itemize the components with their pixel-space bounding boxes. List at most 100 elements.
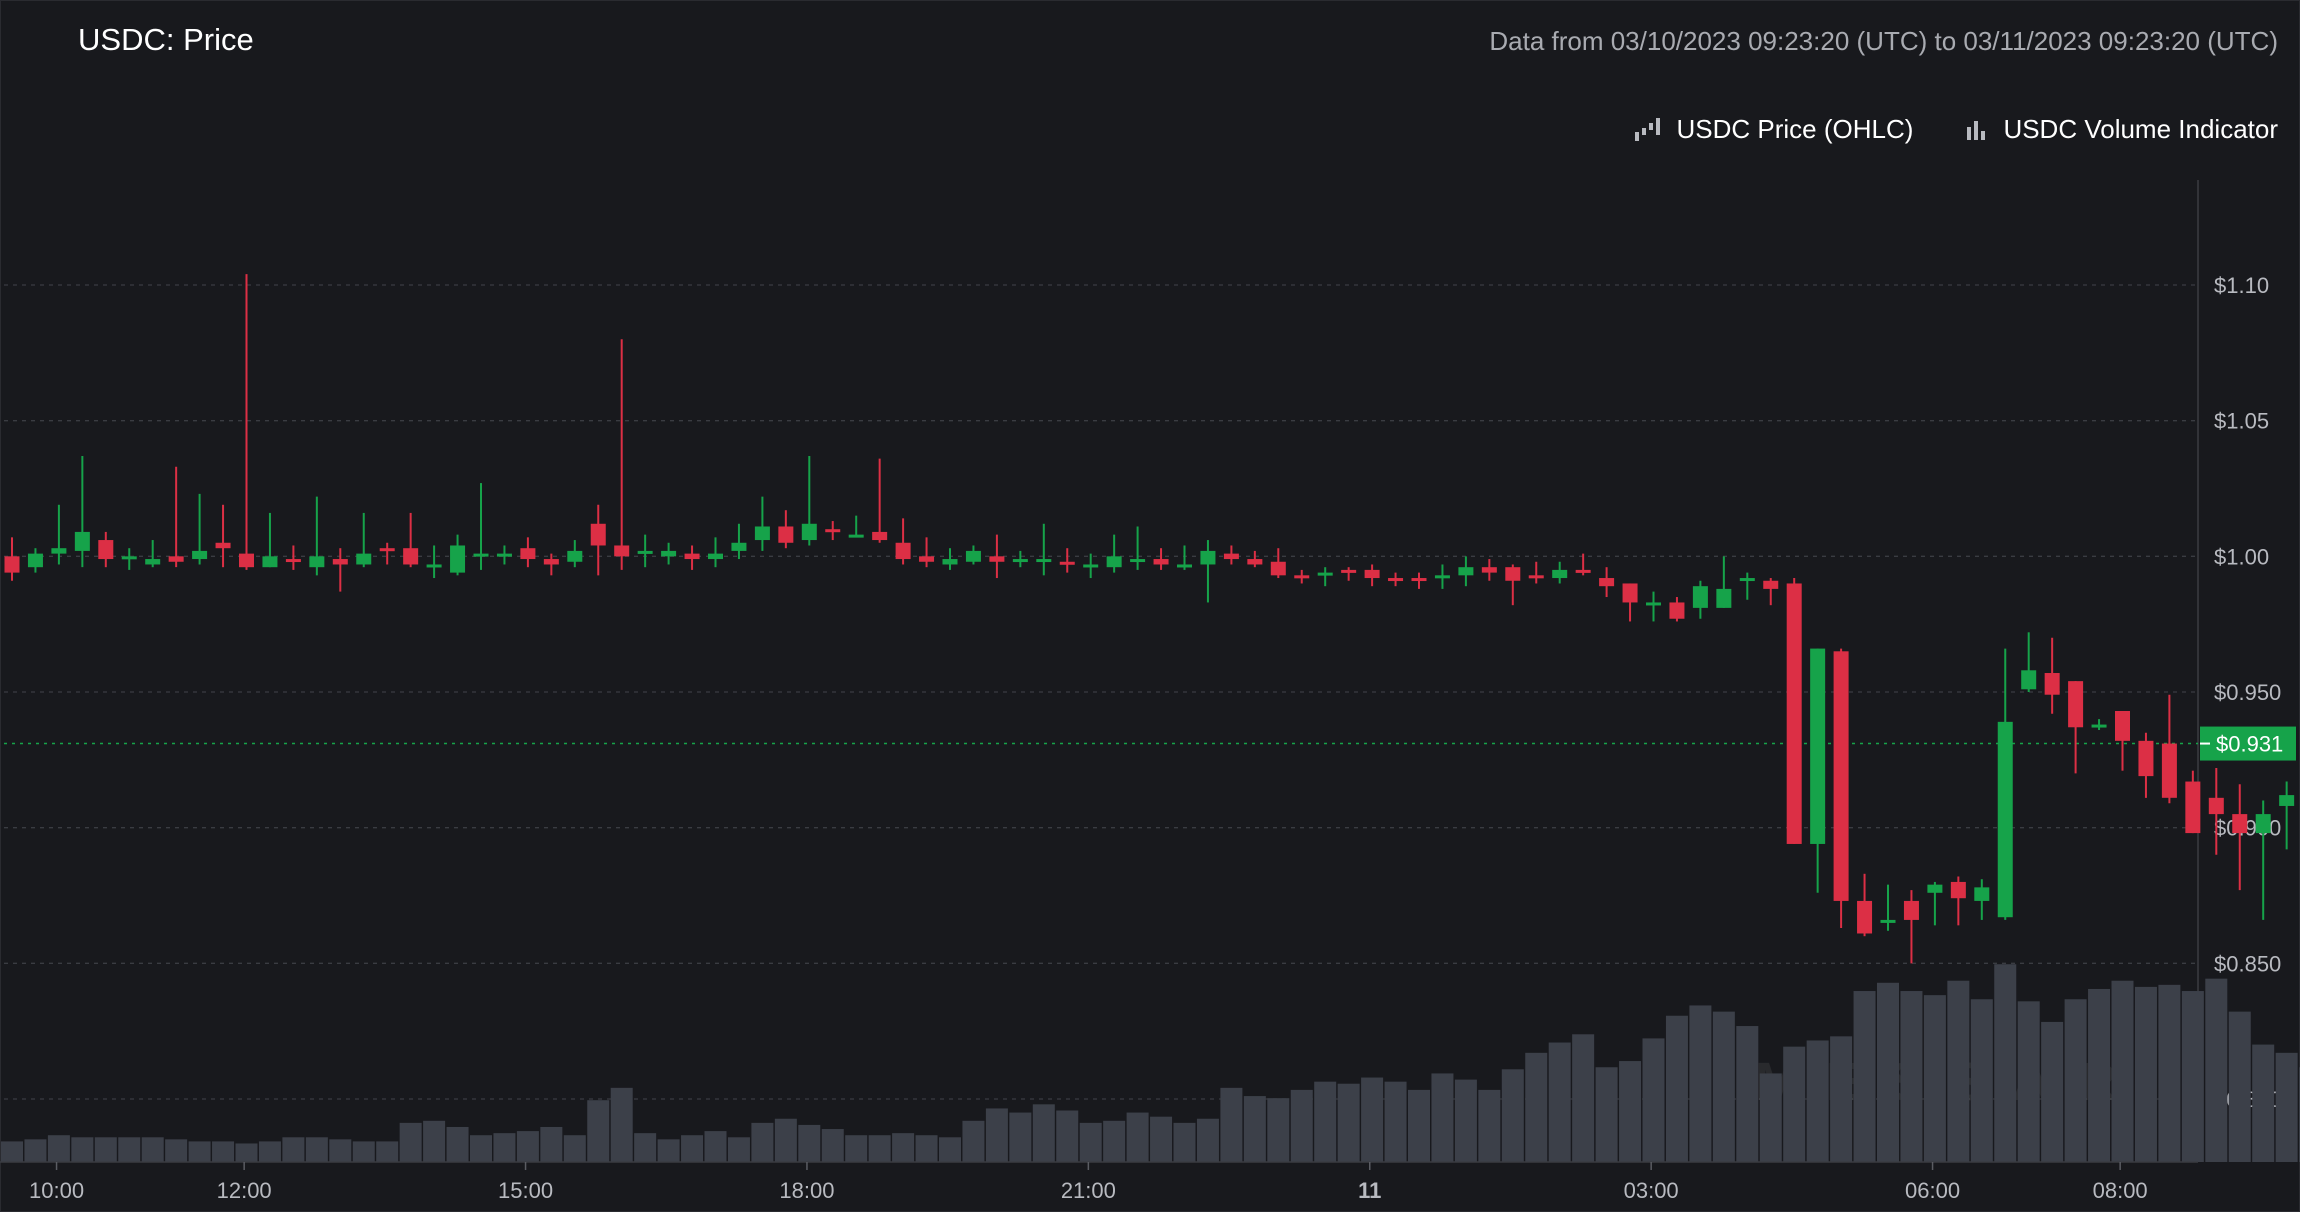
volume-bar [1572,1034,1595,1162]
volume-bar [399,1122,422,1162]
candle-body [2044,673,2060,695]
volume-bar [1454,1079,1477,1162]
candle-body [4,556,20,573]
volume-bar [563,1135,586,1162]
candle-body [1106,556,1122,568]
current-price-tag [2200,726,2296,761]
candle-body [27,553,43,568]
candle-body [1458,567,1474,576]
volume-bar [1830,1036,1853,1162]
x-tick-label: 10:00 [29,1178,84,1203]
volume-bar [329,1139,352,1162]
current-price-label: $0.931 [2216,732,2283,757]
candle-body [872,531,888,541]
volume-bar [868,1135,891,1162]
legend-item-volume[interactable]: USDC Volume Indicator [1965,114,2278,145]
candle-body [637,550,653,554]
candle-body [567,550,583,562]
candle-body [1833,651,1849,901]
volume-bar [1361,1077,1384,1162]
volume-bar [470,1135,492,1162]
volume-bar [1408,1089,1430,1162]
legend: USDC Price (OHLC) USDC Volume Indicator [1633,114,2278,145]
volume-bar [2017,1001,2040,1162]
volume-bar [798,1124,821,1162]
bar-chart-icon [1967,120,1986,140]
volume-bar [352,1141,375,1162]
volume-bar [235,1143,258,1162]
volume-bar [2228,1011,2251,1162]
volume-bar [2064,999,2087,1162]
volume-bar [1384,1081,1407,1162]
candle-body [1810,648,1826,844]
y-tick-label: $1.10 [2214,273,2269,298]
volume-bar [845,1135,868,1162]
candle-body [121,556,137,560]
x-tick-label: 06:00 [1905,1178,1960,1203]
candle-body [239,553,254,568]
volume-bar [1595,1067,1618,1162]
volume-bar [94,1137,117,1162]
volume-bar [1525,1052,1548,1162]
candle-body [1247,559,1263,565]
candle-body [2138,740,2154,777]
x-tick-label: 18:00 [779,1178,834,1203]
volume-bar [634,1133,657,1162]
candle-body [989,556,1005,562]
volume-bar [821,1129,844,1162]
candle-body [825,529,841,533]
candle-body [1552,569,1568,579]
candle-body [1200,550,1216,565]
volume-bar [774,1118,797,1162]
candle-body [942,559,958,565]
candle-body [496,553,512,557]
volume-bar [1032,1104,1055,1162]
candle-body [1364,569,1380,579]
volume-bar [1079,1122,1102,1162]
volume-bar [2205,978,2228,1162]
volume-bar [493,1133,516,1162]
volume-bar [1267,1098,1290,1162]
volume-bar [1712,1011,1735,1162]
candle-body [192,550,208,560]
candle-body [1646,602,1661,606]
candle-body [1716,588,1732,608]
candle-body [356,553,372,565]
volume-bar [1478,1089,1501,1162]
volume-bar [1759,1073,1782,1162]
candle-body [473,553,489,557]
candle-body [1481,567,1497,573]
volume-bar [282,1137,305,1162]
volume-bar [1689,1005,1712,1162]
candle-body [1763,580,1779,589]
volume-bar [1337,1083,1360,1162]
candle-body [1153,559,1169,565]
date-range-text: Data from 03/10/2023 09:23:20 (UTC) to 0… [1489,26,2278,56]
candle-body [2161,743,2177,798]
volume-bar [1665,1015,1688,1162]
volume-bar [962,1120,985,1162]
candle-body [1622,583,1638,603]
candle-body [590,523,606,546]
volume-bar [71,1137,94,1162]
candle-body [2091,724,2107,728]
candle-body [1317,572,1333,576]
candle-body [1505,567,1521,581]
candle-body [2255,814,2271,834]
volume-bar [1103,1120,1126,1162]
volume-bar [212,1141,235,1162]
candle-body [450,545,466,573]
volume-bar [2088,988,2111,1162]
candle-body [403,548,419,565]
legend-item-price[interactable]: USDC Price (OHLC) [1633,114,1913,145]
volume-bar [1243,1096,1266,1162]
volume-bar [1642,1038,1665,1162]
volume-bar [1736,1026,1759,1162]
volume-bar [1126,1112,1149,1162]
x-tick-label: 03:00 [1624,1178,1679,1203]
candle-body [1786,583,1802,844]
candle-body [1130,559,1146,563]
volume-bar [587,1100,610,1162]
volume-bar [258,1141,281,1162]
